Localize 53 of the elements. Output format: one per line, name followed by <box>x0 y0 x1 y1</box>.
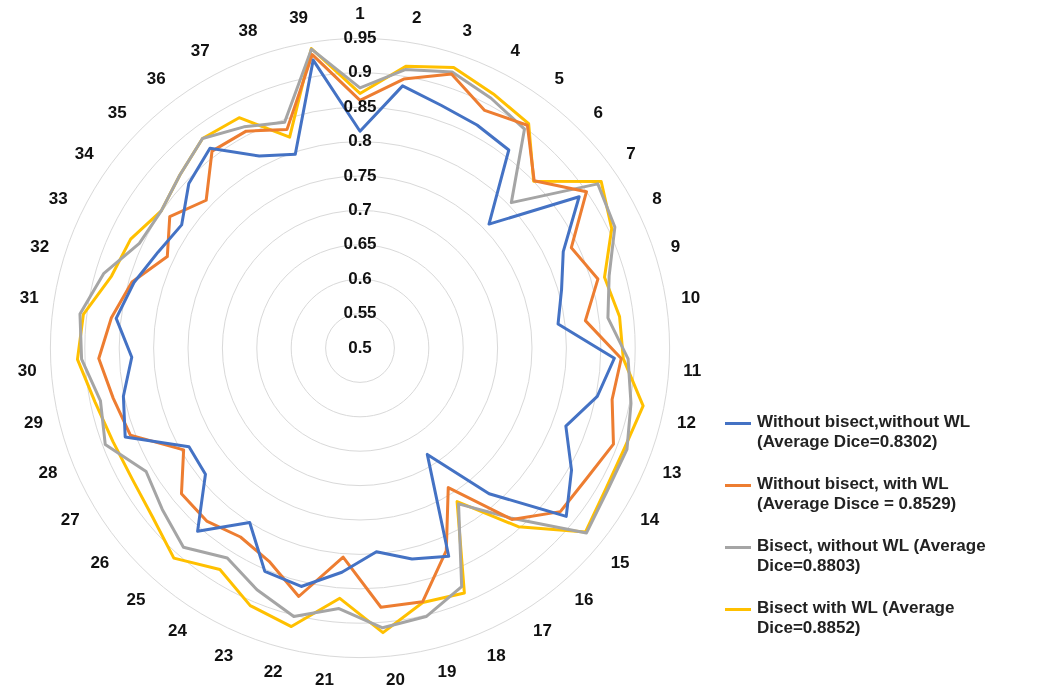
y-tick-label: 0.55 <box>343 303 377 323</box>
spoke-label: 7 <box>626 143 636 163</box>
spoke-label: 35 <box>107 103 127 123</box>
spoke-label: 38 <box>238 20 258 40</box>
spoke-label: 14 <box>640 509 660 529</box>
spoke-label: 19 <box>437 662 457 682</box>
spoke-label: 23 <box>214 645 234 665</box>
spoke-label: 33 <box>48 188 68 208</box>
spoke-label: 25 <box>126 590 146 610</box>
spoke-label: 17 <box>532 621 552 641</box>
spoke-label: 2 <box>411 8 422 28</box>
spoke-label: 18 <box>486 645 506 665</box>
spoke-label: 12 <box>677 412 696 432</box>
spoke-label: 3 <box>462 20 472 40</box>
y-tick-label: 0.7 <box>348 200 372 220</box>
y-tick-label: 0.65 <box>343 234 377 254</box>
y-tick-label: 0.6 <box>348 268 372 288</box>
spoke-label: 13 <box>662 462 682 482</box>
spoke-label: 8 <box>652 188 662 208</box>
y-tick-label: 0.95 <box>343 28 377 48</box>
y-tick-label: 0.75 <box>343 165 377 185</box>
spoke-label: 26 <box>90 552 110 572</box>
spoke-label: 20 <box>386 670 405 690</box>
legend-label: Without bisect, with WL (Average Disce = 0.8529) <box>757 474 958 514</box>
spoke-label: 31 <box>19 288 39 308</box>
spoke-label: 24 <box>168 621 188 641</box>
spoke-label: 21 <box>315 670 334 690</box>
spoke-label: 34 <box>74 143 95 163</box>
spoke-label: 11 <box>683 360 702 380</box>
spoke-label: 1 <box>355 3 365 23</box>
y-tick-label: 0.9 <box>348 62 372 82</box>
spoke-label: 37 <box>190 40 210 60</box>
legend-label: Bisect, without WL (Average Dice=0.8803) <box>757 536 987 576</box>
legend-label: Without bisect,without WL (Average Dice=0.8302) <box>757 412 971 452</box>
spoke-label: 29 <box>24 412 43 432</box>
y-tick-label: 0.5 <box>348 337 372 357</box>
spoke-label: 27 <box>60 509 80 529</box>
spoke-label: 16 <box>574 590 594 610</box>
spoke-label: 9 <box>670 237 681 257</box>
spoke-label: 6 <box>593 103 603 123</box>
spoke-label: 4 <box>510 40 521 60</box>
y-tick-label: 0.8 <box>348 131 372 151</box>
spoke-label: 39 <box>289 8 309 28</box>
spoke-label: 10 <box>681 288 701 308</box>
spoke-label: 15 <box>610 552 630 572</box>
spoke-label: 28 <box>38 462 58 482</box>
spoke-label: 30 <box>17 360 37 380</box>
spoke-label: 32 <box>30 237 50 257</box>
spoke-label: 36 <box>146 68 166 88</box>
spoke-label: 22 <box>263 662 283 682</box>
legend-label: Bisect with WL (Average Dice=0.8852) <box>757 598 956 638</box>
spoke-label: 5 <box>554 68 564 88</box>
y-tick-label: 0.85 <box>343 96 377 116</box>
